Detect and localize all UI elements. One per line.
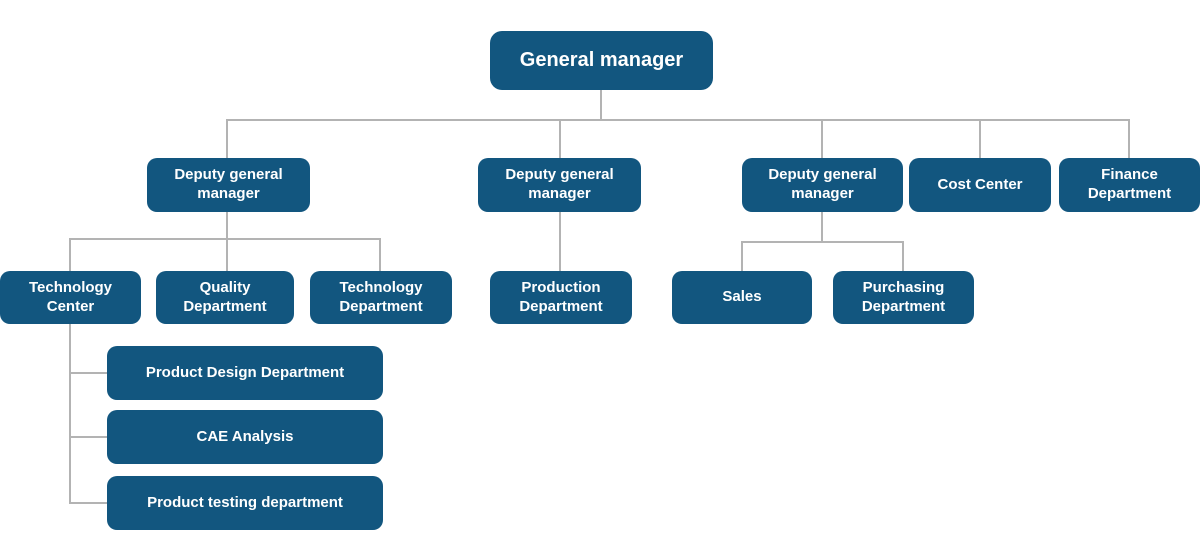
node-label: General manager bbox=[519, 49, 684, 71]
connector-drop-finance bbox=[1128, 119, 1130, 158]
node-product-design-department[interactable]: Product Design Department bbox=[107, 346, 383, 400]
node-finance-department[interactable]: Finance Department bbox=[1059, 158, 1200, 212]
node-cae-analysis[interactable]: CAE Analysis bbox=[107, 410, 383, 464]
node-label: Deputy general manager bbox=[768, 166, 877, 202]
node-purchasing-department[interactable]: Purchasing Department bbox=[833, 271, 974, 324]
connector-stub-cae-analysis bbox=[69, 436, 107, 438]
node-label: Deputy general manager bbox=[174, 166, 283, 202]
node-label: Purchasing Department bbox=[861, 278, 946, 315]
node-production-department[interactable]: Production Department bbox=[490, 271, 632, 324]
node-deputy-gm-3[interactable]: Deputy general manager bbox=[742, 158, 903, 212]
connector-deputy1-stem bbox=[226, 212, 228, 239]
connector-drop-quality bbox=[226, 238, 228, 271]
connector-deputy3-bus bbox=[741, 241, 904, 243]
connector-drop-deputy1 bbox=[226, 119, 228, 158]
connector-root-stem bbox=[600, 90, 602, 120]
connector-drop-technology-center bbox=[69, 238, 71, 271]
connector-techcenter-spine bbox=[69, 324, 71, 504]
node-general-manager[interactable]: General manager bbox=[490, 31, 713, 90]
node-label: Cost Center bbox=[937, 175, 1023, 193]
connector-deputy2-stem bbox=[559, 212, 561, 271]
node-label: Sales bbox=[722, 288, 762, 306]
connector-drop-cost-center bbox=[979, 119, 981, 158]
node-technology-department[interactable]: Technology Department bbox=[310, 271, 452, 324]
node-quality-department[interactable]: Quality Department bbox=[156, 271, 294, 324]
node-deputy-gm-1[interactable]: Deputy general manager bbox=[147, 158, 310, 212]
connector-drop-technology-dept bbox=[379, 238, 381, 271]
node-label: Technology Center bbox=[28, 278, 113, 315]
connector-deputy1-bus bbox=[69, 238, 381, 240]
connector-drop-purchasing bbox=[902, 241, 904, 271]
node-label: Deputy general manager bbox=[505, 166, 614, 202]
node-label: Quality Department bbox=[183, 278, 267, 315]
node-label: Product Design Department bbox=[145, 363, 345, 381]
node-label: Production Department bbox=[519, 278, 603, 315]
connector-stub-product-testing bbox=[69, 502, 107, 504]
node-label: Technology Department bbox=[339, 278, 423, 315]
connector-top-bus bbox=[226, 119, 1130, 121]
connector-drop-deputy2 bbox=[559, 119, 561, 158]
connector-drop-sales bbox=[741, 241, 743, 271]
node-cost-center[interactable]: Cost Center bbox=[909, 158, 1051, 212]
connector-deputy3-stem bbox=[821, 212, 823, 242]
connector-stub-product-design bbox=[69, 372, 107, 374]
node-label: Finance Department bbox=[1087, 166, 1172, 202]
node-label: CAE Analysis bbox=[196, 427, 294, 445]
node-technology-center[interactable]: Technology Center bbox=[0, 271, 141, 324]
node-product-testing-department[interactable]: Product testing department bbox=[107, 476, 383, 530]
node-deputy-gm-2[interactable]: Deputy general manager bbox=[478, 158, 641, 212]
node-label: Product testing department bbox=[147, 493, 343, 511]
node-sales[interactable]: Sales bbox=[672, 271, 812, 324]
connector-drop-deputy3 bbox=[821, 119, 823, 158]
